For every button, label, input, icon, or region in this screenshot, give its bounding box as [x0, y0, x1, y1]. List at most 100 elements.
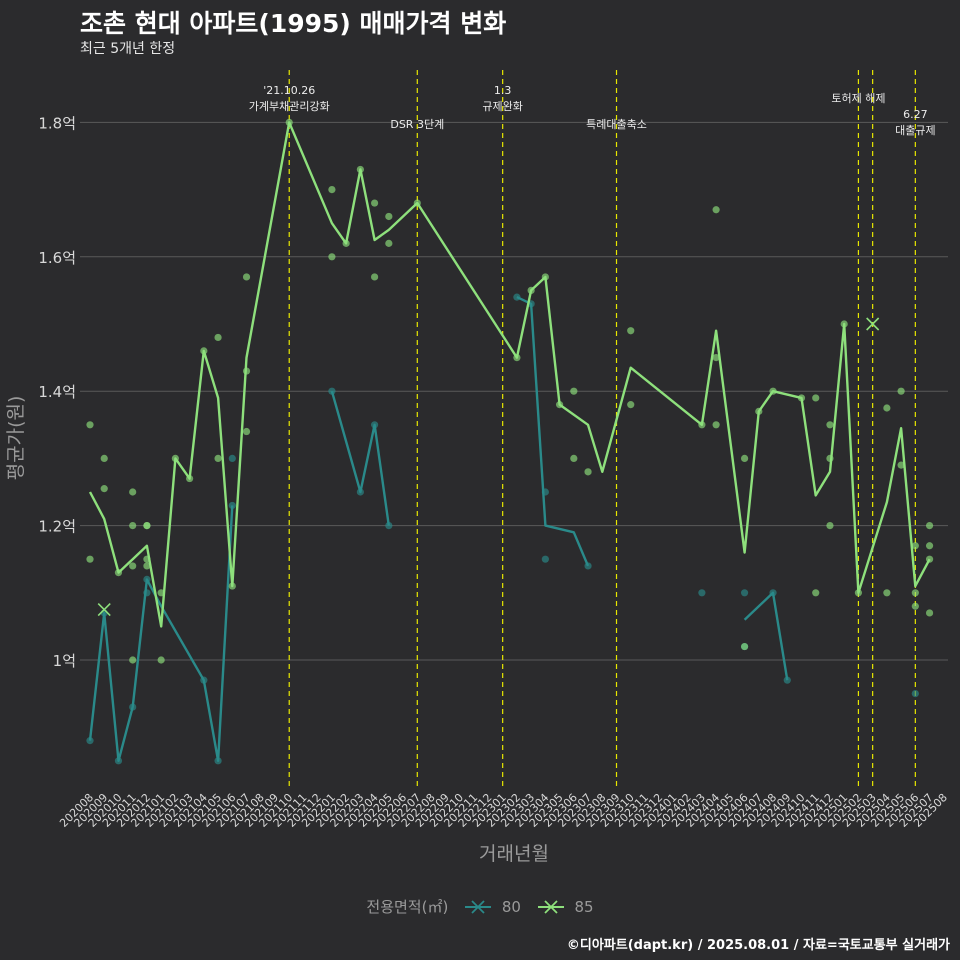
series-85-point	[911, 542, 919, 550]
y-tick-label: 1.6억	[38, 249, 76, 267]
series-85-point	[129, 522, 137, 530]
series-85-point	[513, 354, 521, 362]
y-tick-label: 1.2억	[38, 518, 76, 536]
x-tick-labels: 2020082020092020102020112020122021012021…	[57, 791, 950, 830]
series-85-point	[925, 555, 934, 563]
series-80-line	[330, 390, 390, 526]
series-85-point	[854, 589, 863, 597]
series-85-point	[698, 421, 706, 429]
series-85-point	[769, 387, 777, 395]
series-80-point	[143, 589, 151, 597]
series-80-point	[214, 757, 222, 765]
legend-key-85-icon	[537, 899, 564, 914]
series-85-point	[740, 454, 749, 462]
series-85-point	[86, 555, 94, 563]
series-80-point	[328, 387, 336, 395]
series-85-cross	[97, 603, 111, 617]
series-85-point	[897, 461, 905, 469]
series-85-point	[143, 562, 151, 570]
series-85-point	[157, 589, 165, 597]
series-85-point	[712, 421, 720, 429]
series-85-point	[285, 118, 293, 126]
series-80-point	[114, 757, 123, 765]
series-85-point	[129, 656, 137, 664]
y-tick-label: 1억	[53, 652, 76, 670]
series-85-cross	[866, 317, 880, 331]
series-80-point	[513, 293, 521, 301]
series-85-point	[413, 199, 421, 207]
series-85-point	[214, 454, 222, 462]
series-85-point	[797, 394, 806, 402]
series-80-point	[541, 555, 549, 563]
y-tick-labels: 1억 1.2억 1.4억 1.6억 1.8억	[38, 114, 76, 670]
y-axis-label: 평균가(원)	[5, 396, 27, 481]
series-85-point	[925, 522, 934, 530]
series-80-point	[698, 589, 706, 597]
series-85-point	[826, 421, 834, 429]
series-85-point	[883, 589, 891, 597]
series-85-point	[143, 522, 151, 530]
series-85-point	[570, 454, 578, 462]
series-80-line	[516, 296, 590, 567]
series-80-point	[356, 488, 364, 496]
chart-title: 조촌 현대 아파트(1995) 매매가격 변화	[80, 9, 507, 38]
y-tick-label: 1.8억	[38, 114, 76, 132]
series-85-point	[627, 327, 635, 335]
series-80-point	[86, 737, 94, 745]
legend: 전용면적(㎡) 80 85	[0, 896, 960, 917]
series-85-point	[712, 354, 720, 362]
series-85-point	[171, 454, 179, 462]
series-85-point	[129, 488, 137, 496]
legend-label-80: 80	[501, 897, 521, 916]
event-label: DSR 3단계	[390, 118, 444, 131]
series-85-point	[570, 387, 578, 395]
series-85-point	[911, 602, 919, 610]
series-85-point	[826, 522, 834, 530]
series-85-point	[911, 589, 919, 597]
series-85-point	[897, 387, 905, 395]
legend-label-85: 85	[574, 897, 594, 916]
y-tick-label: 1.4억	[38, 383, 76, 401]
series-85-point	[925, 609, 934, 617]
series-85-point	[242, 367, 251, 375]
series-80-point	[385, 522, 393, 530]
series-85-point	[157, 656, 165, 664]
series-80-point	[911, 690, 919, 698]
event-label: 특례대출축소	[586, 118, 647, 131]
series-80-point	[200, 676, 208, 684]
grid-lines	[80, 121, 948, 661]
series-85-point	[584, 468, 592, 476]
series-80-point	[228, 501, 236, 510]
series-80-point	[371, 421, 379, 429]
series-85-point	[200, 347, 208, 355]
event-label: '21.10.26 가계부채관리강화	[249, 84, 330, 113]
series-85-point	[527, 286, 535, 294]
series-85-point	[228, 582, 236, 590]
series-85-point	[925, 542, 934, 550]
event-label: 1.3 규제완화	[482, 84, 522, 113]
event-label: 토허제 해제	[831, 91, 885, 105]
series-80-line	[743, 591, 789, 681]
series-85-point	[883, 404, 891, 412]
chart-subtitle: 최근 5개년 한정	[80, 41, 176, 57]
series-80-point	[740, 589, 749, 597]
series-85-point	[242, 427, 251, 436]
series-85-point	[100, 454, 108, 462]
series-80-point	[143, 575, 151, 583]
series-80-point	[769, 589, 777, 597]
source-caption: ©디아파트(dapt.kr) / 2025.08.01 / 자료=국토교통부 실…	[566, 938, 950, 953]
series-80-point	[129, 703, 137, 711]
series-85-point	[100, 485, 108, 493]
series-85-point	[328, 186, 336, 194]
series-85-point	[812, 589, 820, 597]
series-85-point	[812, 394, 820, 402]
series-85-point	[328, 253, 336, 261]
x-axis-label: 거래년월	[479, 843, 549, 865]
series-80-point	[228, 454, 236, 462]
series-80-point	[541, 488, 549, 496]
series-85-point	[755, 407, 763, 415]
series-85-point	[385, 212, 393, 221]
series-85-point	[712, 206, 720, 214]
